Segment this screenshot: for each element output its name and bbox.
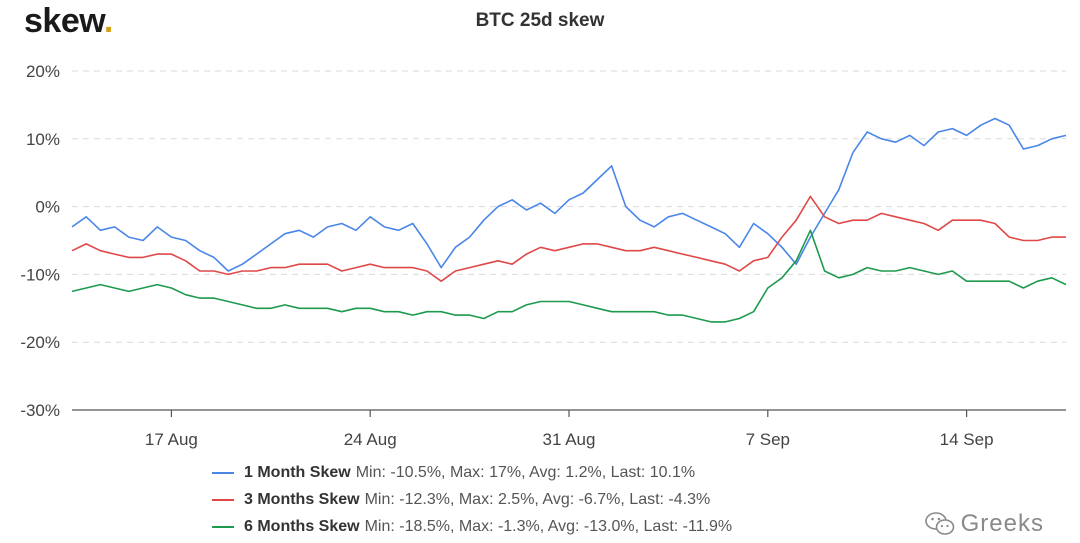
y-tick-label: -10% bbox=[20, 265, 60, 284]
legend-series-stats: Min: -10.5%, Max: 17%, Avg: 1.2%, Last: … bbox=[355, 463, 696, 481]
legend-item-1-month[interactable]: 1 Month Skew Min: -10.5%, Max: 17%, Avg:… bbox=[212, 459, 732, 486]
y-tick-label: 20% bbox=[26, 62, 60, 81]
legend-swatch bbox=[212, 525, 234, 528]
y-axis: -30% -20% -10% 0% 10% 20% bbox=[20, 62, 60, 420]
x-axis: 17 Aug 24 Aug 31 Aug 7 Sep 14 Sep bbox=[145, 410, 994, 449]
watermark: Greeks bbox=[924, 510, 1044, 538]
legend-swatch bbox=[212, 471, 234, 474]
legend-series-name: 1 Month Skew bbox=[244, 463, 351, 481]
legend-item-3-months[interactable]: 3 Months Skew Min: -12.3%, Max: 2.5%, Av… bbox=[212, 486, 732, 513]
watermark-text: Greeks bbox=[960, 510, 1044, 537]
y-tick-label: 10% bbox=[26, 130, 60, 149]
series-line-3-months-skew bbox=[71, 195, 1066, 282]
x-tick-label: 7 Sep bbox=[746, 430, 790, 449]
series-line-1-month-skew bbox=[71, 117, 1067, 272]
chart-legend: 1 Month Skew Min: -10.5%, Max: 17%, Avg:… bbox=[212, 459, 732, 540]
wechat-icon bbox=[924, 512, 954, 535]
series-lines bbox=[71, 117, 1067, 323]
x-tick-label: 24 Aug bbox=[344, 430, 397, 449]
x-tick-label: 17 Aug bbox=[145, 430, 198, 449]
legend-series-stats: Min: -18.5%, Max: -1.3%, Avg: -13.0%, La… bbox=[364, 517, 733, 535]
x-tick-label: 31 Aug bbox=[543, 430, 596, 449]
grid-lines bbox=[72, 70, 1066, 411]
chart-title: BTC 25d skew bbox=[475, 10, 605, 31]
legend-series-name: 6 Months Skew bbox=[244, 517, 360, 535]
skew-logo: skew. bbox=[24, 2, 113, 40]
y-tick-label: 0% bbox=[35, 198, 60, 217]
x-tick-label: 14 Sep bbox=[940, 430, 994, 449]
legend-series-stats: Min: -12.3%, Max: 2.5%, Avg: -6.7%, Last… bbox=[364, 490, 711, 508]
y-tick-label: -20% bbox=[20, 333, 60, 352]
legend-series-name: 3 Months Skew bbox=[244, 490, 360, 508]
legend-item-6-months[interactable]: 6 Months Skew Min: -18.5%, Max: -1.3%, A… bbox=[212, 513, 732, 540]
legend-swatch bbox=[212, 498, 234, 501]
y-tick-label: -30% bbox=[20, 401, 60, 420]
series-line-6-months-skew bbox=[71, 229, 1067, 323]
